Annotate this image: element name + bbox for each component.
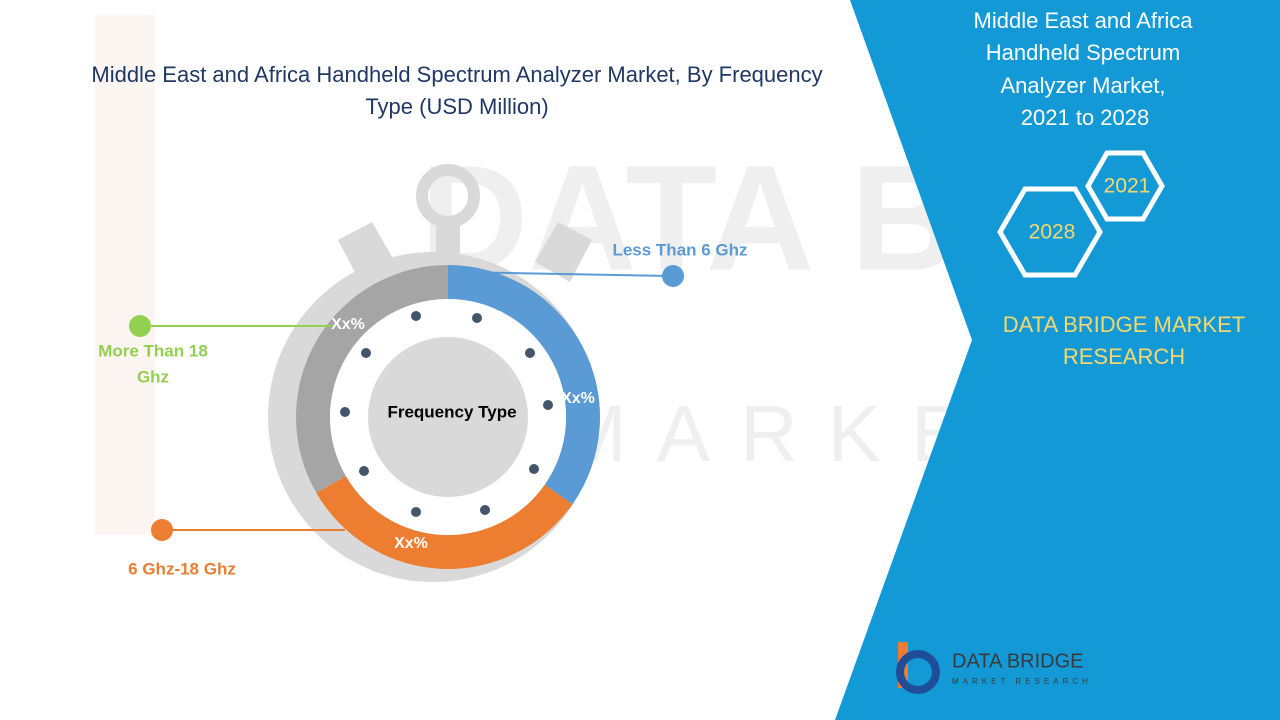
segment-6-18 bbox=[316, 476, 573, 569]
side-panel bbox=[835, 0, 1280, 720]
panel-brand-line: RESEARCH bbox=[1063, 344, 1185, 369]
year-label: 2028 bbox=[1029, 221, 1076, 244]
segment-label: 6 Ghz-18 Ghz bbox=[128, 559, 236, 578]
percent-label: Xx% bbox=[331, 316, 365, 333]
title-line: Middle East and Africa Handheld Spectrum… bbox=[91, 62, 822, 87]
dial-dots bbox=[340, 311, 553, 517]
segment-more-than-18 bbox=[296, 265, 448, 493]
hexagon bbox=[1085, 150, 1165, 222]
callout-line bbox=[449, 271, 674, 277]
segment-label: Ghz bbox=[137, 367, 169, 386]
segment-less-than-6 bbox=[448, 265, 601, 505]
callout-dot bbox=[151, 519, 173, 541]
title-line: Type (USD Million) bbox=[365, 94, 548, 119]
year-label: 2021 bbox=[1104, 175, 1151, 198]
logo-mark bbox=[896, 650, 940, 694]
center-label: Frequency Type bbox=[387, 402, 516, 421]
segment-label: More Than 18 bbox=[98, 341, 208, 360]
panel-title-line: Middle East and Africa bbox=[974, 8, 1194, 33]
panel-title-line: Handheld Spectrum bbox=[986, 40, 1180, 65]
watermark-logo bbox=[95, 15, 155, 535]
dial-center bbox=[368, 337, 528, 497]
percent-label: Xx% bbox=[394, 535, 428, 552]
panel-title-line: 2021 to 2028 bbox=[1021, 105, 1149, 130]
percent-label: Xx% bbox=[561, 390, 595, 407]
stopwatch-stem bbox=[436, 218, 460, 258]
logo-name: DATA BRIDGE bbox=[952, 650, 1084, 672]
callout-dot bbox=[129, 315, 151, 337]
callout-dot bbox=[662, 265, 684, 287]
segment-label: Less Than 6 Ghz bbox=[612, 240, 747, 259]
panel-brand-line: DATA BRIDGE MARKET bbox=[1003, 312, 1245, 337]
hexagon bbox=[997, 186, 1103, 278]
logo-tagline: MARKET RESEARCH bbox=[952, 677, 1092, 686]
stopwatch-button bbox=[535, 222, 592, 282]
logo: DATA BRIDGE MARKET RESEARCH bbox=[896, 642, 1092, 694]
panel-title-line: Analyzer Market, bbox=[1000, 73, 1165, 98]
